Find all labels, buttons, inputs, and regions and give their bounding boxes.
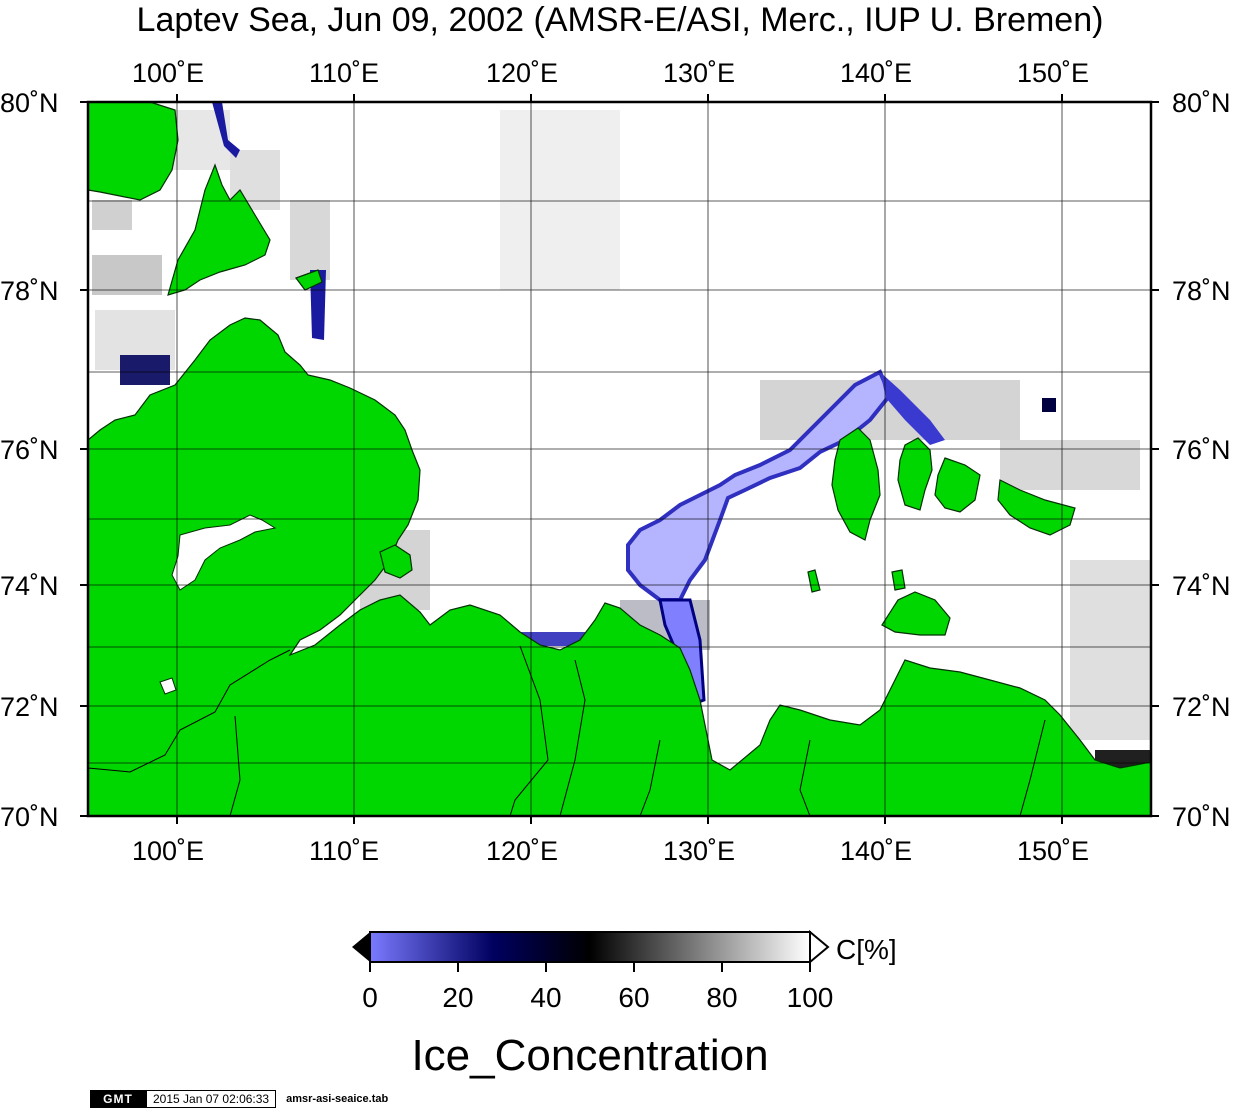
bunge-land: [897, 437, 933, 511]
lon-label-bottom-100: 100˚E: [132, 836, 205, 866]
lon-label-bottom-150: 150˚E: [1017, 836, 1090, 866]
faddeyevsky-island: [934, 457, 981, 513]
lat-label-left-70: 70˚N: [0, 802, 59, 832]
lat-label-left-76: 76˚N: [0, 435, 59, 465]
colorbar-tick-60: 60: [618, 982, 650, 1013]
colorbar: [352, 929, 830, 972]
lon-label-top-140: 140˚E: [840, 58, 913, 88]
lon-label-bottom-130: 130˚E: [663, 836, 736, 866]
lat-label-right-72: 72˚N: [1172, 692, 1231, 722]
small-island-c: [379, 544, 413, 579]
lat-label-right-80: 80˚N: [1172, 88, 1231, 118]
graticule: [88, 102, 1151, 816]
lat-label-right-70: 70˚N: [1172, 802, 1231, 832]
lon-label-top-100: 100˚E: [132, 58, 205, 88]
gmt-logo: GMT: [90, 1090, 146, 1108]
lon-label-bottom-120: 120˚E: [486, 836, 559, 866]
lat-label-left-72: 72˚N: [0, 692, 59, 722]
colorbar-low-triangle: [352, 932, 370, 962]
colorbar-ramp: [369, 931, 811, 963]
colorbar-unit: C[%]: [836, 934, 897, 965]
lat-label-left-78: 78˚N: [0, 276, 59, 306]
severnaya-zemlya: [167, 163, 271, 296]
lat-label-left-74: 74˚N: [0, 571, 59, 601]
gmt-timestamp: 2015 Jan 07 02:06:33: [146, 1090, 277, 1108]
lon-label-top-130: 130˚E: [663, 58, 736, 88]
lon-label-bottom-110: 110˚E: [309, 836, 380, 866]
stolbovoy-island: [891, 569, 906, 591]
lat-label-left-80: 80˚N: [0, 88, 59, 118]
lat-label-right-76: 76˚N: [1172, 435, 1231, 465]
sea-ice-patches: [92, 102, 1151, 772]
small-island-b: [295, 269, 323, 291]
gmt-command: amsr-asi-seaice.tab: [286, 1093, 389, 1105]
bay-a: [159, 677, 177, 695]
colorbar-tick-40: 40: [530, 982, 562, 1013]
colorbar-title: Ice_Concentration: [411, 1031, 769, 1080]
lat-label-right-78: 78˚N: [1172, 276, 1231, 306]
colorbar-tick-100: 100: [786, 982, 834, 1013]
lon-label-top-110: 110˚E: [309, 58, 380, 88]
lon-label-top-120: 120˚E: [486, 58, 559, 88]
colorbar-tick-80: 80: [706, 982, 738, 1013]
lon-label-bottom-140: 140˚E: [840, 836, 913, 866]
bolshevik-island: [88, 102, 179, 201]
lon-label-top-150: 150˚E: [1017, 58, 1090, 88]
kotelny-island: [831, 427, 881, 541]
new-siberia-island: [997, 479, 1076, 536]
map-title: Laptev Sea, Jun 09, 2002 (AMSR-E/ASI, Me…: [136, 1, 1104, 39]
map-frame: [86, 100, 1153, 818]
low-concentration-ice: [626, 369, 893, 602]
colorbar-high-triangle: [809, 929, 830, 965]
lat-label-right-74: 74˚N: [1172, 571, 1231, 601]
colorbar-tick-20: 20: [442, 982, 474, 1013]
bolshoy-lyakhovsky-island: [881, 591, 951, 636]
taymyr-lake: [171, 514, 277, 591]
gmt-footer: GMT 2015 Jan 07 02:06:33 amsr-asi-seaice…: [90, 1090, 388, 1108]
colorbar-tick-0: 0: [362, 982, 378, 1013]
